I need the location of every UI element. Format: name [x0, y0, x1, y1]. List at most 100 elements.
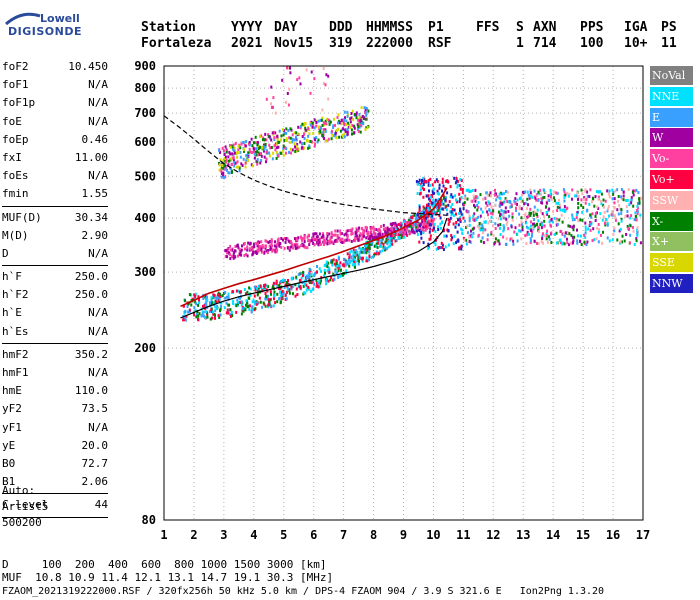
echo-point	[450, 193, 453, 197]
echo-point	[316, 284, 319, 288]
echo-point	[278, 244, 281, 248]
echo-point	[226, 308, 229, 312]
echo-point	[478, 226, 481, 230]
echo-point	[309, 267, 312, 271]
echo-point	[417, 226, 420, 230]
echo-point	[246, 248, 249, 252]
echo-point	[599, 190, 602, 194]
echo-point	[280, 134, 283, 138]
echo-point	[625, 233, 628, 236]
echo-point	[313, 118, 316, 122]
echo-point	[432, 203, 435, 207]
echo-point	[548, 215, 551, 219]
echo-point	[240, 253, 243, 257]
echo-point	[518, 229, 521, 233]
echo-point	[273, 244, 276, 248]
echo-point	[220, 172, 223, 175]
echo-point	[437, 202, 440, 206]
echo-point	[263, 147, 266, 151]
echo-point	[304, 245, 307, 249]
echo-point	[333, 262, 336, 266]
echo-point	[279, 294, 282, 298]
echo-point	[381, 232, 384, 236]
echo-point	[291, 133, 294, 137]
param-separator	[2, 205, 108, 207]
echo-point	[566, 206, 569, 210]
echo-point	[613, 229, 616, 233]
echo-point	[468, 216, 471, 220]
echo-point	[509, 237, 512, 241]
echo-point	[452, 214, 455, 218]
echo-point	[226, 255, 229, 259]
echo-point	[546, 212, 549, 216]
echo-point	[238, 248, 241, 251]
echo-point	[296, 238, 298, 242]
echo-point	[459, 187, 462, 191]
echo-point	[487, 221, 490, 225]
echo-point	[568, 243, 570, 247]
echo-point	[577, 197, 579, 201]
echo-point	[256, 153, 259, 157]
echo-point	[364, 225, 367, 229]
echo-point	[544, 190, 547, 194]
echo-point	[372, 255, 375, 258]
echo-point	[389, 244, 392, 248]
echo-point	[428, 189, 430, 193]
echo-point	[232, 156, 235, 160]
echo-point	[356, 234, 359, 238]
echo-point	[303, 136, 306, 140]
echo-point	[469, 240, 472, 244]
echo-point	[285, 297, 288, 301]
echo-point	[596, 205, 599, 209]
echo-point	[331, 240, 334, 244]
echo-point	[590, 215, 593, 219]
echo-point	[305, 276, 308, 280]
echo-point	[619, 227, 622, 231]
echo-point	[530, 229, 533, 232]
echo-point	[221, 294, 224, 298]
echo-point	[378, 238, 381, 242]
echo-point	[324, 83, 327, 87]
echo-point	[529, 241, 532, 245]
echo-point	[505, 217, 508, 221]
echo-point	[621, 240, 623, 244]
echo-point	[280, 138, 282, 142]
echo-point	[362, 116, 365, 120]
echo-point	[432, 187, 435, 191]
echo-point	[481, 225, 484, 229]
echo-point	[249, 287, 252, 291]
echo-point	[337, 119, 340, 123]
echo-point	[556, 241, 558, 245]
echo-point	[476, 208, 479, 212]
echo-point	[574, 194, 577, 198]
echo-point	[339, 229, 342, 233]
echo-point	[633, 189, 636, 193]
echo-point	[243, 149, 245, 153]
echo-point	[545, 205, 547, 209]
echo-point	[414, 221, 417, 225]
header-label-3: DDD	[329, 20, 353, 35]
echo-point	[238, 252, 241, 256]
echo-point	[484, 206, 487, 210]
x-tick-labels: 1 2 3 4 5 6 7 8 9 10 11 12 13 14 15 16 17	[160, 528, 650, 542]
echo-point	[231, 152, 234, 156]
auto-artist: Artist5	[2, 500, 49, 513]
echo-point	[433, 191, 436, 195]
echo-point	[360, 233, 363, 237]
echo-point	[535, 198, 538, 202]
echo-point	[433, 217, 436, 221]
echo-point	[303, 235, 306, 239]
echo-point	[356, 253, 358, 257]
echo-point	[471, 188, 474, 192]
echo-point	[515, 206, 517, 210]
echo-point	[312, 131, 315, 135]
echo-point	[242, 141, 245, 145]
echo-point	[253, 294, 256, 298]
echo-point	[425, 194, 428, 198]
echo-point	[468, 219, 471, 223]
echo-point	[548, 198, 551, 202]
echo-point	[340, 122, 343, 125]
echo-point	[327, 137, 330, 141]
echo-point	[260, 154, 263, 158]
echo-point	[365, 256, 368, 260]
